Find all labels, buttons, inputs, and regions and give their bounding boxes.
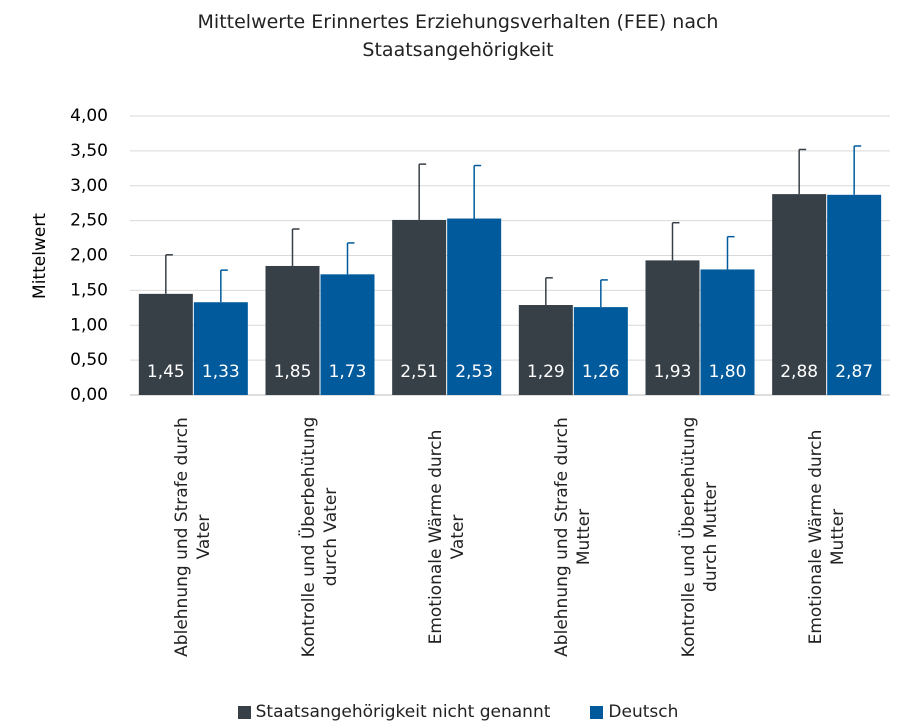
y-tick-label: 1,50 (70, 280, 108, 300)
x-tick-label: Emotionale Wärme durch Mutter (805, 406, 849, 668)
bar (193, 302, 248, 395)
x-tick-text: Ablehnung und Strafe durch Mutter (552, 417, 595, 657)
value-label: 1,80 (709, 362, 747, 382)
value-label: 1,29 (527, 362, 565, 382)
x-tick-text: Emotionale Wärme durch Vater (425, 429, 468, 645)
y-tick-label: 0,00 (70, 385, 108, 405)
x-tick-text: Kontrolle und Überbehütung durch Mutter (679, 416, 721, 658)
bar (700, 269, 755, 395)
bar (138, 293, 193, 395)
bar (772, 194, 827, 395)
value-label: 2,51 (400, 362, 438, 382)
value-label: 2,87 (835, 362, 873, 382)
value-label: 1,73 (329, 362, 367, 382)
bar (392, 219, 447, 395)
value-label: 1,45 (147, 362, 185, 382)
value-label: 1,26 (582, 362, 620, 382)
legend-label: Staatsangehörigkeit nicht genannt (255, 702, 551, 722)
y-tick-label: 0,50 (70, 350, 108, 370)
y-tick-label: 4,00 (70, 106, 108, 126)
y-tick-label: 1,00 (70, 315, 108, 335)
y-tick-label: 3,00 (70, 176, 108, 196)
x-tick-label: Kontrolle und Überbehütung durch Mutter (678, 406, 722, 668)
bar (265, 265, 320, 395)
bar (573, 307, 628, 395)
bar (827, 194, 882, 395)
chart-title: Mittelwerte Erinnertes Erziehungsverhalt… (197, 11, 719, 61)
y-tick-label: 2,50 (70, 211, 108, 231)
value-label: 2,88 (780, 362, 818, 382)
y-axis-title: Mittelwert (30, 213, 50, 299)
bar (320, 274, 375, 395)
legend-swatch (237, 705, 251, 719)
x-tick-label: Ablehnung und Strafe durch Vater (171, 406, 215, 668)
value-label: 1,33 (202, 362, 240, 382)
x-tick-text: Ablehnung und Strafe durch Vater (172, 417, 215, 657)
bar (645, 260, 700, 395)
x-tick-label: Emotionale Wärme durch Vater (425, 406, 469, 668)
legend-item: Staatsangehörigkeit nicht genannt (237, 702, 551, 722)
y-tick-label: 3,50 (70, 141, 108, 161)
x-tick-label: Ablehnung und Strafe durch Mutter (551, 406, 595, 668)
legend-item: Deutsch (590, 702, 678, 722)
value-label: 1,85 (274, 362, 312, 382)
bar (518, 305, 573, 395)
legend-label: Deutsch (608, 702, 679, 722)
bar (447, 218, 502, 395)
y-tick-label: 2,00 (70, 246, 108, 266)
x-tick-text: Kontrolle und Überbehütung durch Vater (299, 416, 341, 658)
value-label: 1,93 (654, 362, 692, 382)
x-tick-text: Emotionale Wärme durch Mutter (805, 429, 848, 645)
x-tick-label: Kontrolle und Überbehütung durch Vater (298, 406, 342, 668)
value-label: 2,53 (455, 362, 493, 382)
legend: Staatsangehörigkeit nicht genannt Deutsch (0, 702, 916, 722)
legend-swatch (590, 705, 604, 719)
